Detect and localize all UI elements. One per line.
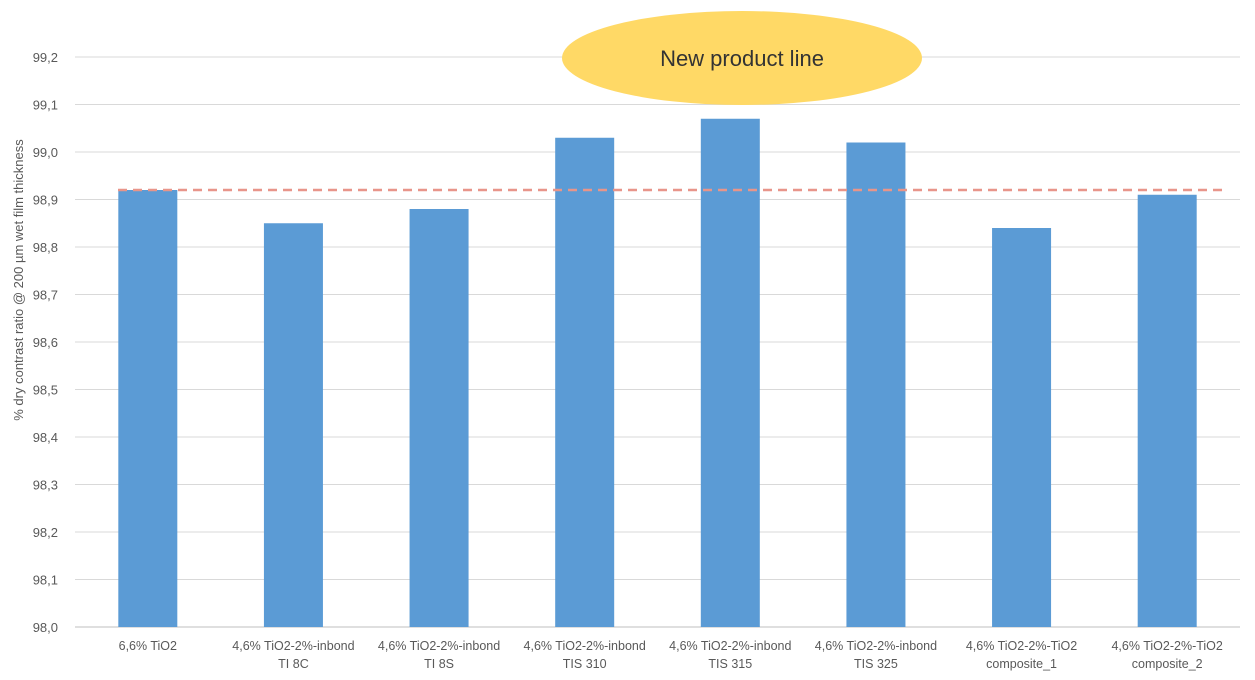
bar [263,223,323,627]
x-tick-label: 6,6% TiO2 [119,639,177,653]
y-tick-label: 98,2 [33,525,58,540]
x-tick-label: 4,6% TiO2-2%-inbond [378,639,500,653]
annotation-ellipse [562,11,922,105]
x-tick-label: TI 8C [278,657,309,671]
annotation-text: New product line [660,46,824,71]
y-tick-label: 98,1 [33,573,58,588]
y-tick-labels: 98,0 98,1 98,2 98,3 98,4 98,5 98,6 98,7 98,8 98,9… [33,50,58,635]
annotation-callout: New product line [562,11,922,105]
bars [118,118,1197,627]
x-tick-label: TIS 325 [854,657,898,671]
bar [1137,194,1197,627]
y-tick-label: 98,4 [33,430,58,445]
x-tick-label: 4,6% TiO2-2%-TiO2 [966,639,1077,653]
y-tick-label: 98,0 [33,620,58,635]
x-tick-label: 4,6% TiO2-2%-inbond [232,639,354,653]
y-tick-label: 98,7 [33,288,58,303]
y-axis-label: % dry contrast ratio @ 200 µm wet film t… [11,139,26,421]
y-tick-label: 98,3 [33,478,58,493]
bar [846,142,906,627]
bar [118,190,178,627]
x-tick-labels: 6,6% TiO2 4,6% TiO2-2%-inbond TI 8C 4,6% Ti… [119,639,1223,671]
y-tick-label: 99,2 [33,50,58,65]
bar [700,118,760,627]
x-tick-label: composite_1 [986,657,1057,671]
bar [409,209,469,627]
x-tick-label: 4,6% TiO2-2%-TiO2 [1111,639,1222,653]
y-tick-label: 98,5 [33,383,58,398]
gridlines [75,56,1240,628]
bar [555,137,615,627]
x-tick-label: 4,6% TiO2-2%-inbond [669,639,791,653]
x-tick-label: TIS 310 [563,657,607,671]
x-tick-label: TI 8S [424,657,454,671]
x-tick-label: TIS 315 [708,657,752,671]
bar [992,228,1052,627]
x-tick-label: 4,6% TiO2-2%-inbond [815,639,937,653]
y-tick-label: 99,1 [33,98,58,113]
x-tick-label: composite_2 [1132,657,1203,671]
y-tick-label: 98,8 [33,240,58,255]
y-tick-label: 99,0 [33,145,58,160]
y-tick-label: 98,6 [33,335,58,350]
x-tick-label: 4,6% TiO2-2%-inbond [524,639,646,653]
y-tick-label: 98,9 [33,193,58,208]
